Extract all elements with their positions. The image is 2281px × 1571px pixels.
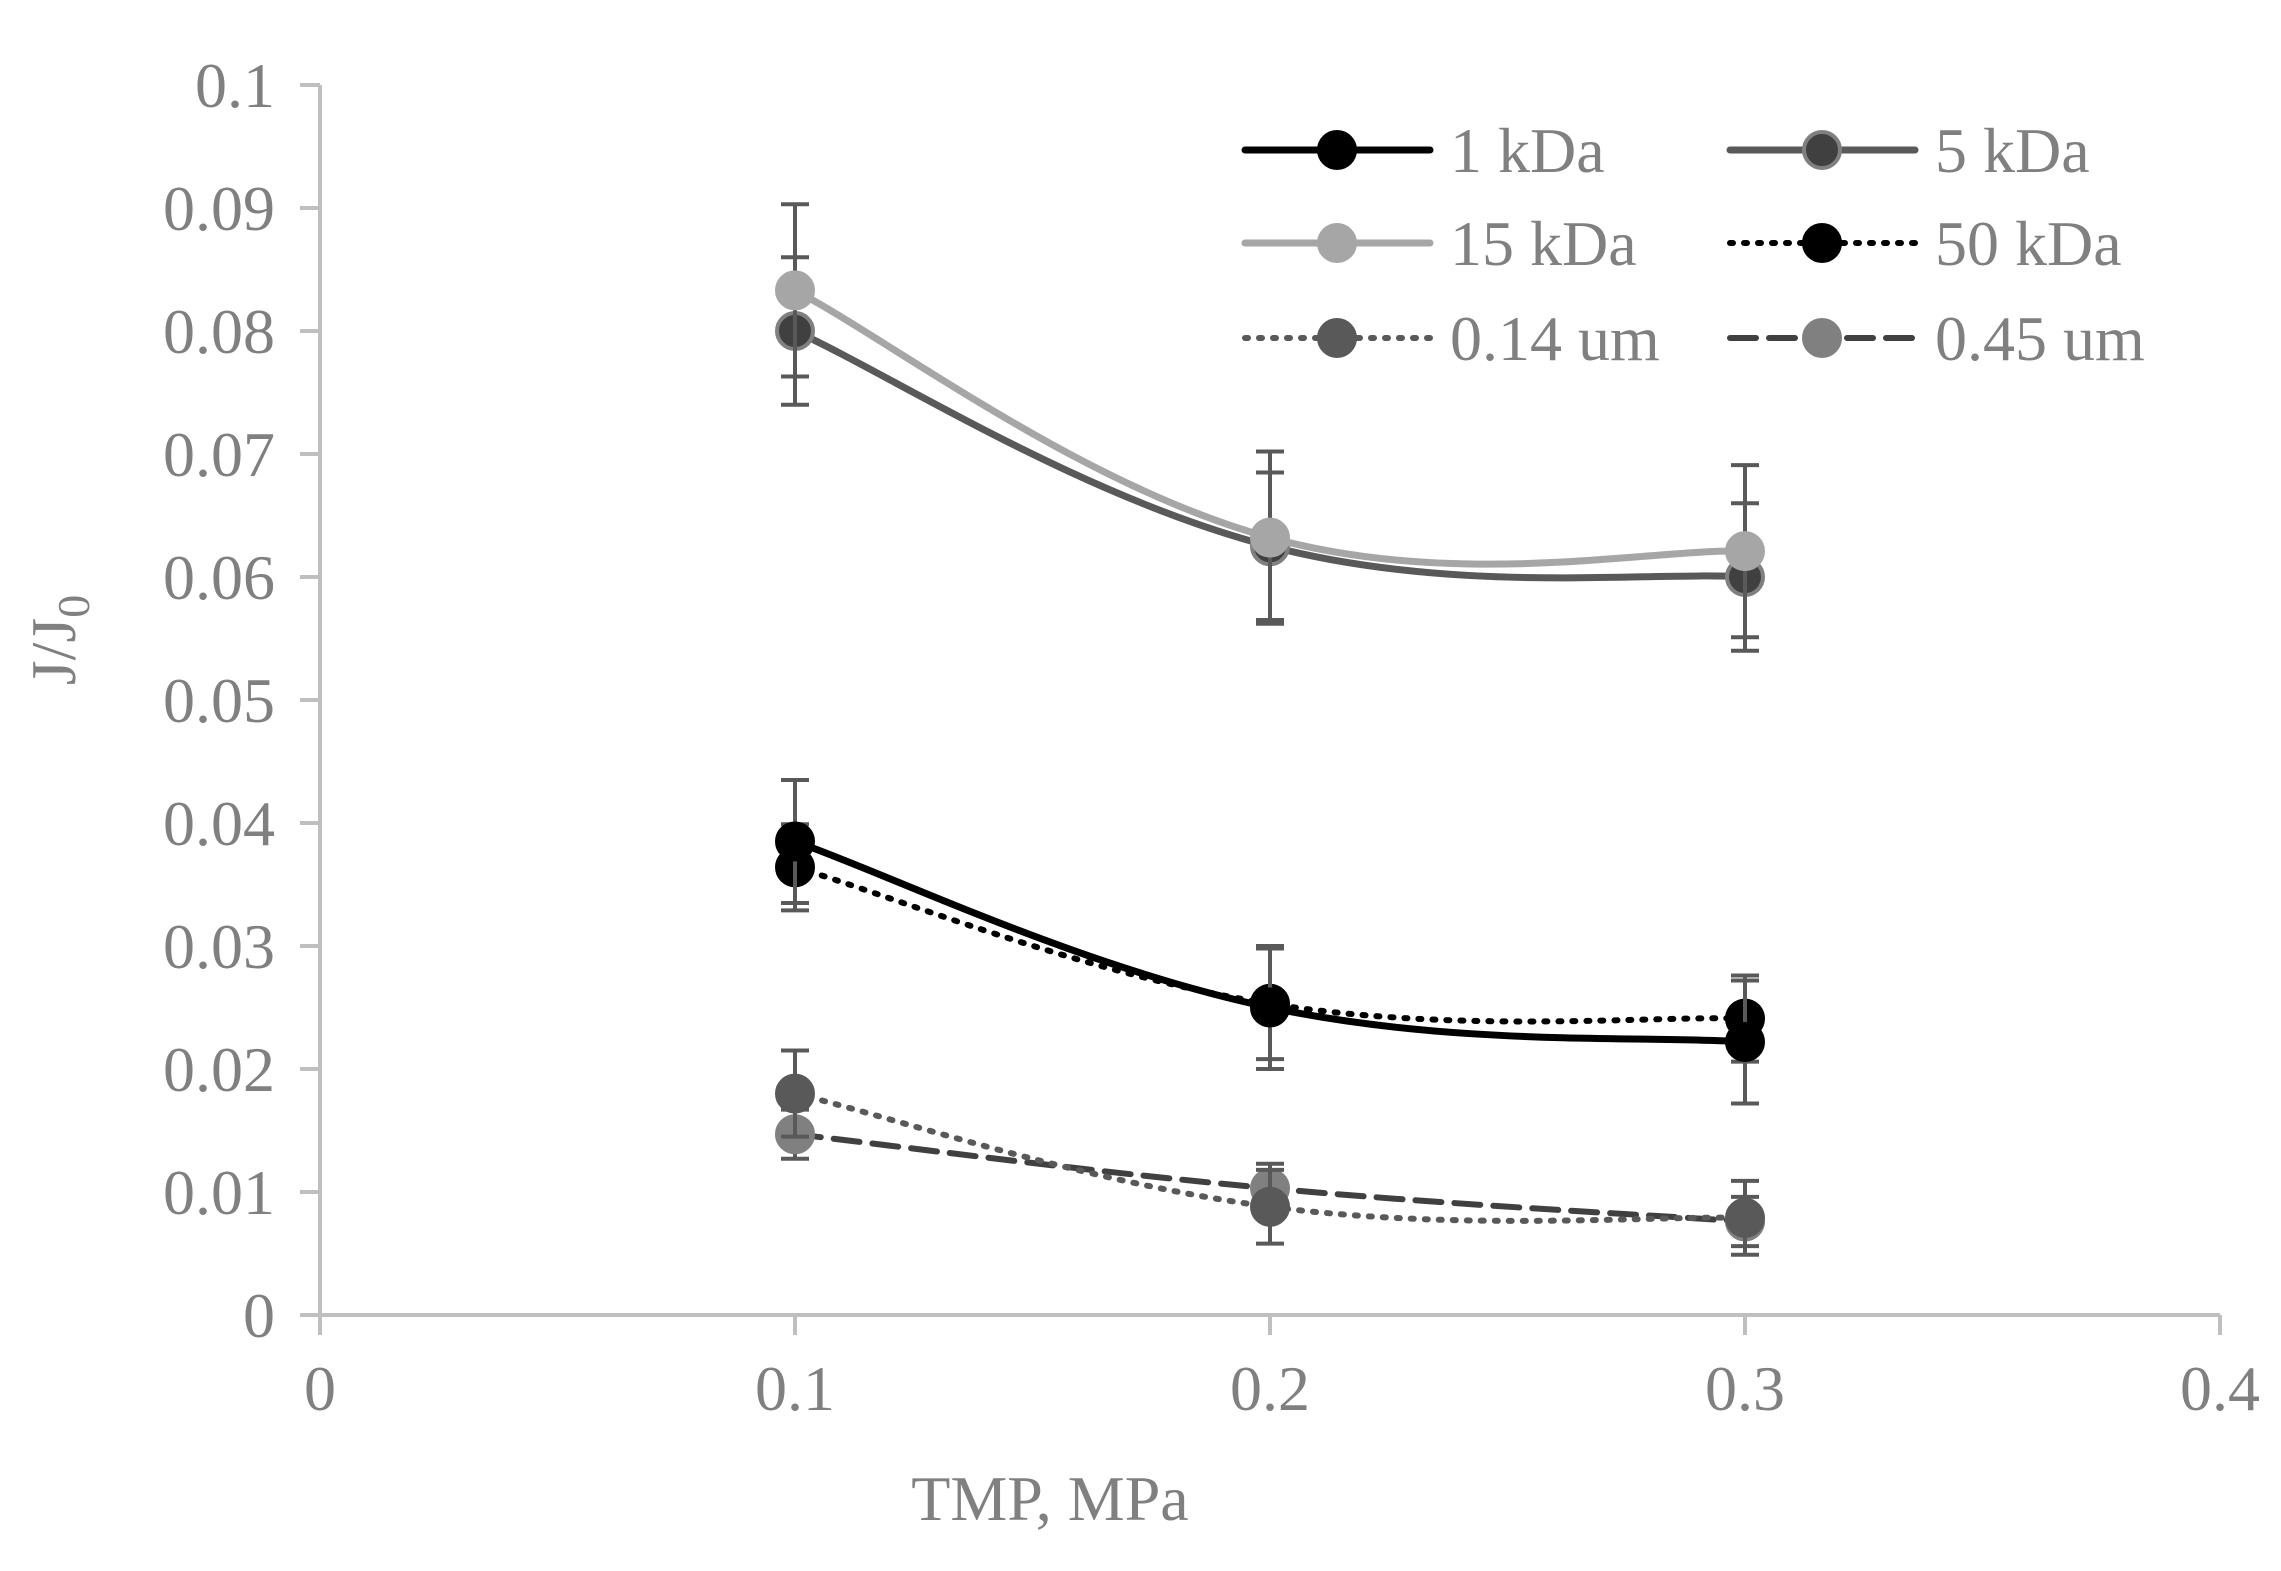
x-tick-label: 0.1 <box>755 1353 835 1424</box>
legend-item: 1 kDa <box>1241 115 1605 186</box>
y-tick-label: 0.03 <box>163 911 275 982</box>
y-tick-label: 0.09 <box>163 173 275 244</box>
data-point <box>1250 987 1290 1028</box>
legend-item: 0.14 um <box>1242 303 1660 374</box>
data-point <box>1725 531 1765 572</box>
x-tick-label: 0.4 <box>2180 1353 2260 1424</box>
series-group <box>775 202 1765 1257</box>
legend-marker <box>1802 318 1842 358</box>
legend-label: 0.14 um <box>1450 303 1660 374</box>
y-axis-title: J/J0 <box>18 595 99 686</box>
data-point <box>1725 1197 1765 1238</box>
legend-marker <box>1802 223 1842 263</box>
legend-label: 50 kDa <box>1935 208 2122 279</box>
y-tick-label: 0.06 <box>163 542 275 613</box>
x-tick-label: 0.3 <box>1705 1353 1785 1424</box>
data-point <box>1250 517 1290 558</box>
y-tick-label: 0.08 <box>163 296 275 367</box>
legend-marker <box>1317 318 1357 358</box>
legend-label: 15 kDa <box>1450 208 1637 279</box>
y-tick-label: 0 <box>243 1280 275 1351</box>
legend-label: 5 kDa <box>1935 115 2090 186</box>
data-point <box>775 821 815 862</box>
series-0-14-um <box>775 1048 1765 1257</box>
series-15-kda <box>775 202 1765 640</box>
legend-label: 1 kDa <box>1450 115 1605 186</box>
x-axis-title: TMP, MPa <box>911 1463 1188 1534</box>
y-tick-label: 0.02 <box>163 1034 275 1105</box>
y-tick-label: 0.07 <box>163 419 275 490</box>
legend-marker <box>1317 130 1357 170</box>
legend-item: 50 kDa <box>1727 208 2122 279</box>
y-tick-label: 0.01 <box>163 1157 275 1228</box>
legend-item: 5 kDa <box>1726 115 2090 186</box>
series-1-kda <box>775 777 1765 1106</box>
y-axis-title-subscript: 0 <box>48 595 99 618</box>
y-tick-label: 0.05 <box>163 665 275 736</box>
x-axis: 0 0.1 0.2 0.3 0.4 <box>304 1313 2260 1424</box>
legend-item: 0.45 um <box>1727 303 2145 374</box>
x-tick-label: 0 <box>304 1353 336 1424</box>
y-axis-title-main: J/J <box>18 618 89 686</box>
data-point <box>775 1073 815 1114</box>
legend-marker <box>1317 223 1357 263</box>
legend-item: 15 kDa <box>1241 208 1637 279</box>
legend-label: 0.45 um <box>1935 303 2145 374</box>
data-point <box>1725 1021 1765 1062</box>
legend: 1 kDa 5 kDa 15 kDa 50 kDa 0.14 um 0.45 um <box>1241 115 2145 374</box>
legend-marker <box>1802 130 1842 170</box>
y-tick-label: 0.04 <box>163 788 275 859</box>
y-axis: 0 0.01 0.02 0.03 0.04 0.05 0.06 0.07 0.08 0.09 0.1 <box>163 50 322 1351</box>
x-tick-label: 0.2 <box>1230 1353 1310 1424</box>
y-tick-label: 0.1 <box>195 50 275 121</box>
data-point <box>1250 1186 1290 1227</box>
data-point <box>775 270 815 311</box>
